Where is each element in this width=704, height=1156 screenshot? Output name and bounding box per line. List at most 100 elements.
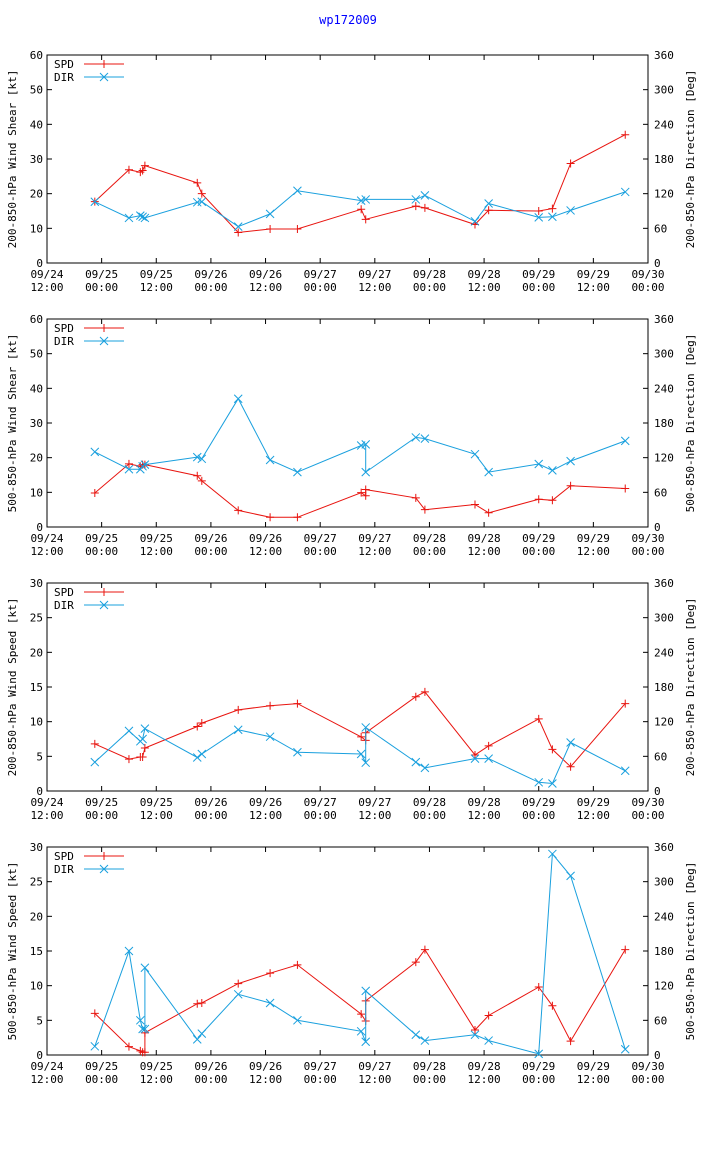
dir-data-point: [265, 732, 275, 742]
dir-data-point: [534, 213, 544, 222]
spd-data-point: [470, 750, 479, 759]
y2-tick-label: 300: [654, 612, 674, 625]
x-tick-label-date: 09/29: [522, 1060, 555, 1073]
x-tick-label-date: 09/29: [577, 268, 610, 281]
spd-data-point: [234, 705, 243, 714]
spd-data-point: [124, 165, 133, 174]
x-tick-label-time: 12:00: [468, 809, 501, 822]
x-tick-label-time: 12:00: [577, 281, 610, 294]
dir-data-point: [620, 436, 630, 446]
y-tick-label: 0: [36, 521, 43, 534]
x-tick-label-date: 09/28: [468, 1060, 501, 1073]
dir-series-line: [94, 190, 626, 228]
spd-data-point: [566, 1037, 575, 1046]
legend-label-dir: DIR: [54, 863, 74, 876]
dir-data-point: [420, 1036, 430, 1045]
x-tick-label-date: 09/26: [249, 796, 282, 809]
x-tick-label-date: 09/24: [30, 268, 63, 281]
dir-series-line: [94, 397, 626, 474]
legend-label-spd: SPD: [54, 586, 74, 599]
x-tick-label-date: 09/27: [304, 268, 337, 281]
plot-frame: [46, 54, 649, 264]
x-tick-label-date: 09/27: [358, 532, 391, 545]
y2-tick-label: 360: [654, 841, 674, 854]
dir-data-point: [90, 447, 100, 457]
x-tick-label-date: 09/26: [194, 1060, 227, 1073]
dir-data-point: [140, 724, 150, 733]
dir-data-point: [548, 212, 557, 222]
spd-data-point: [420, 687, 429, 696]
x-tick-label-date: 09/25: [140, 532, 173, 545]
spd-data-point: [484, 206, 493, 215]
x-tick-label-time: 00:00: [522, 545, 555, 558]
dir-data-point: [470, 217, 480, 226]
x-tick-label-date: 09/28: [468, 532, 501, 545]
dir-data-point: [620, 766, 630, 776]
dir-data-point: [420, 191, 430, 200]
dir-data-point: [138, 212, 147, 222]
spd-data-point: [484, 508, 493, 517]
x-tick-label-time: 00:00: [413, 809, 446, 822]
spd-data-point: [548, 745, 557, 754]
x-tick-label-time: 00:00: [522, 809, 555, 822]
y-tick-label: 30: [30, 153, 43, 166]
dir-data-point: [411, 1030, 421, 1040]
spd-series-line: [94, 463, 626, 518]
dir-data-point: [124, 726, 134, 736]
spd-data-point: [484, 741, 493, 750]
x-tick-label-time: 00:00: [522, 1073, 555, 1086]
y-tick-label: 5: [36, 750, 43, 763]
spd-data-point: [357, 205, 366, 214]
x-tick-label-date: 09/28: [413, 532, 446, 545]
x-tick-label-time: 12:00: [468, 1073, 501, 1086]
dir-data-point: [138, 734, 147, 744]
dir-data-point: [420, 763, 430, 773]
dir-data-point: [356, 1026, 366, 1036]
spd-data-point: [124, 755, 133, 764]
x-tick-label-time: 12:00: [249, 809, 282, 822]
dir-data-point: [192, 1035, 202, 1044]
x-tick-label-date: 09/26: [249, 1060, 282, 1073]
spd-data-point: [420, 505, 429, 514]
dir-data-point: [534, 777, 544, 787]
spd-data-point: [234, 506, 243, 515]
spd-data-point: [197, 999, 206, 1007]
y-tick-label: 50: [30, 348, 43, 361]
y-tick-label: 0: [36, 1049, 43, 1062]
legend-label-spd: SPD: [54, 850, 74, 863]
x-tick-label-date: 09/29: [522, 532, 555, 545]
spd-data-point: [621, 699, 630, 708]
spd-data-point: [266, 225, 275, 234]
x-tick-label-date: 09/30: [631, 532, 664, 545]
dir-data-point: [197, 749, 207, 759]
y2-tick-label: 60: [654, 1014, 667, 1027]
spd-data-point: [621, 945, 630, 954]
legend-marker-spd: [100, 852, 108, 860]
chart-panel-3: 05101520253006012018024030036009/2412:00…: [6, 577, 697, 822]
y2-axis-label: 200-850-hPa Direction [Deg]: [684, 70, 697, 249]
x-tick-label-time: 00:00: [85, 1073, 118, 1086]
x-tick-label-date: 09/28: [413, 796, 446, 809]
spd-data-point: [420, 203, 429, 212]
y-tick-label: 10: [30, 716, 43, 729]
dir-data-point: [470, 754, 480, 763]
dir-data-point: [124, 946, 134, 956]
x-tick-label-time: 12:00: [358, 281, 391, 294]
dir-data-point: [411, 433, 421, 442]
spd-data-point: [266, 969, 275, 978]
dir-data-point: [420, 434, 430, 443]
dir-data-point: [356, 749, 366, 759]
dir-data-point: [140, 963, 150, 973]
y2-tick-label: 300: [654, 876, 674, 889]
x-tick-label-time: 00:00: [85, 545, 118, 558]
x-tick-label-date: 09/30: [631, 268, 664, 281]
dir-data-point: [361, 1037, 371, 1047]
spd-data-point: [193, 722, 202, 731]
x-tick-label-time: 00:00: [413, 1073, 446, 1086]
y2-tick-label: 240: [654, 910, 674, 923]
dir-data-point: [140, 213, 150, 223]
spd-data-point: [534, 714, 543, 723]
x-tick-label-time: 00:00: [304, 281, 337, 294]
legend-label-spd: SPD: [54, 322, 74, 335]
